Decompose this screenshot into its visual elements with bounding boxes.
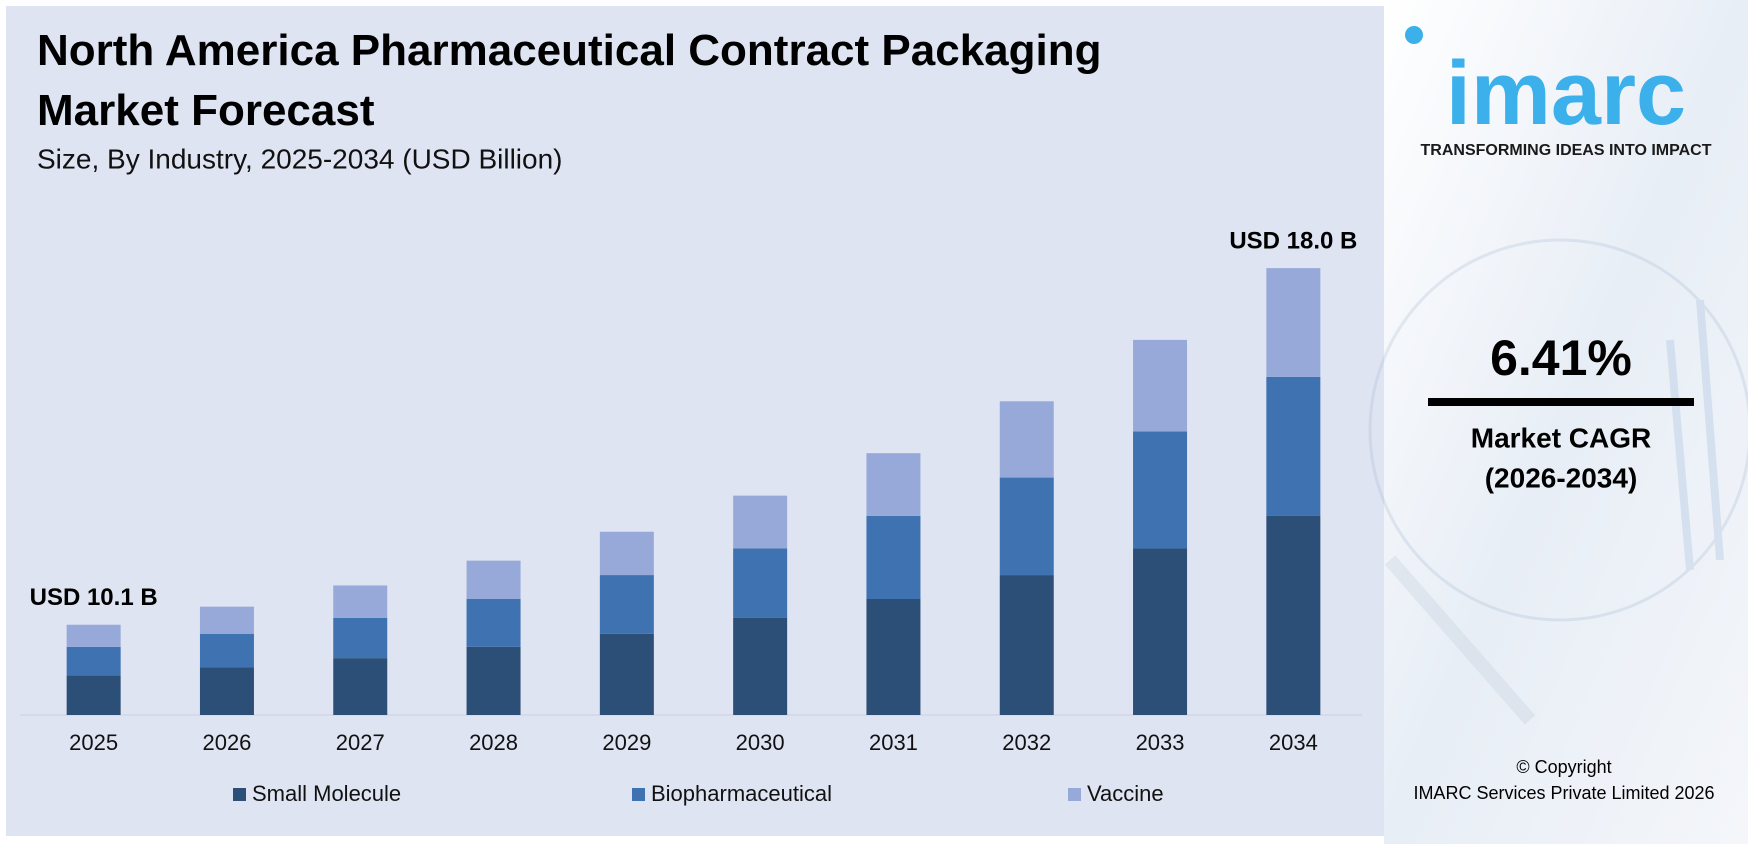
bar-segment	[999, 401, 1054, 478]
copyright: © Copyright	[1516, 757, 1611, 777]
legend-swatch	[1068, 788, 1081, 801]
x-tick-label: 2034	[1269, 730, 1318, 755]
bar-segment	[199, 606, 254, 634]
x-tick-label: 2032	[1002, 730, 1051, 755]
bar-segment	[733, 617, 788, 715]
sidebar-panel	[1384, 0, 1748, 844]
bar-segment	[999, 477, 1054, 576]
cagr-period: (2026-2034)	[1485, 462, 1638, 493]
bar-segment	[199, 667, 254, 715]
bar-segment	[466, 598, 521, 647]
title-line: Market Forecast	[37, 86, 375, 135]
x-tick-label: 2029	[602, 730, 651, 755]
legend-label: Small Molecule	[252, 781, 401, 806]
bar-segment	[66, 646, 121, 676]
bar-segment	[66, 624, 121, 647]
x-tick-label: 2030	[736, 730, 785, 755]
bar-segment	[866, 598, 921, 715]
legend-swatch	[233, 788, 246, 801]
bar-segment	[466, 560, 521, 599]
total-label: USD 10.1 B	[30, 584, 158, 611]
cagr-value: 6.41%	[1490, 330, 1632, 386]
plot: 2025 2026 2027 2028 2029 2030 2031 2032 2033 2034…	[30, 227, 1358, 754]
company: IMARC Services Private Limited 2026	[1413, 783, 1714, 803]
legend-label: Biopharmaceutical	[651, 781, 832, 806]
x-tick-label: 2033	[1136, 730, 1185, 755]
chart-subtitle: Size, By Industry, 2025-2034 (USD Billio…	[37, 143, 563, 174]
bar-segment	[1266, 268, 1321, 377]
bar-segment	[333, 617, 388, 659]
x-tick-label: 2028	[469, 730, 518, 755]
x-tick-label: 2031	[869, 730, 918, 755]
legend-label: Vaccine	[1087, 781, 1164, 806]
bar-segment	[733, 548, 788, 618]
bar-segment	[866, 515, 921, 599]
bar-segment	[866, 453, 921, 516]
bar-segment	[199, 633, 254, 668]
bar-segment	[599, 531, 654, 576]
bar-segment	[1133, 339, 1188, 432]
bar-segment	[733, 495, 788, 549]
total-label: USD 18.0 B	[1229, 227, 1357, 254]
x-tick-label: 2027	[336, 730, 385, 755]
bar-segment	[1133, 431, 1188, 549]
bar-segment	[599, 633, 654, 715]
cagr-label: Market CAGR	[1471, 422, 1651, 453]
bar-segment	[1266, 376, 1321, 516]
sidebar-decoration	[1368, 238, 1748, 725]
chart-title: North America Pharmaceutical Contract Pa…	[37, 26, 1102, 135]
legend: Small Molecule Biopharmaceutical Vaccine	[233, 781, 1164, 806]
tagline: TRANSFORMING IDEAS INTO IMPACT	[1421, 142, 1712, 159]
logo: imarc	[1446, 44, 1686, 144]
x-tick-label: 2025	[69, 730, 118, 755]
logo-dot	[1405, 26, 1423, 44]
bar-segment	[1266, 515, 1321, 715]
bar-segment	[66, 675, 121, 715]
cagr-rule	[1428, 398, 1694, 406]
legend-swatch	[632, 788, 645, 801]
title-line: North America Pharmaceutical Contract Pa…	[37, 26, 1102, 75]
bar-segment	[333, 585, 388, 618]
bar-segment	[999, 575, 1054, 715]
bar-segment	[466, 646, 521, 715]
x-tick-label: 2026	[202, 730, 251, 755]
bar-segment	[599, 575, 654, 634]
bar-segment	[333, 658, 388, 715]
bar-segment	[1133, 548, 1188, 715]
